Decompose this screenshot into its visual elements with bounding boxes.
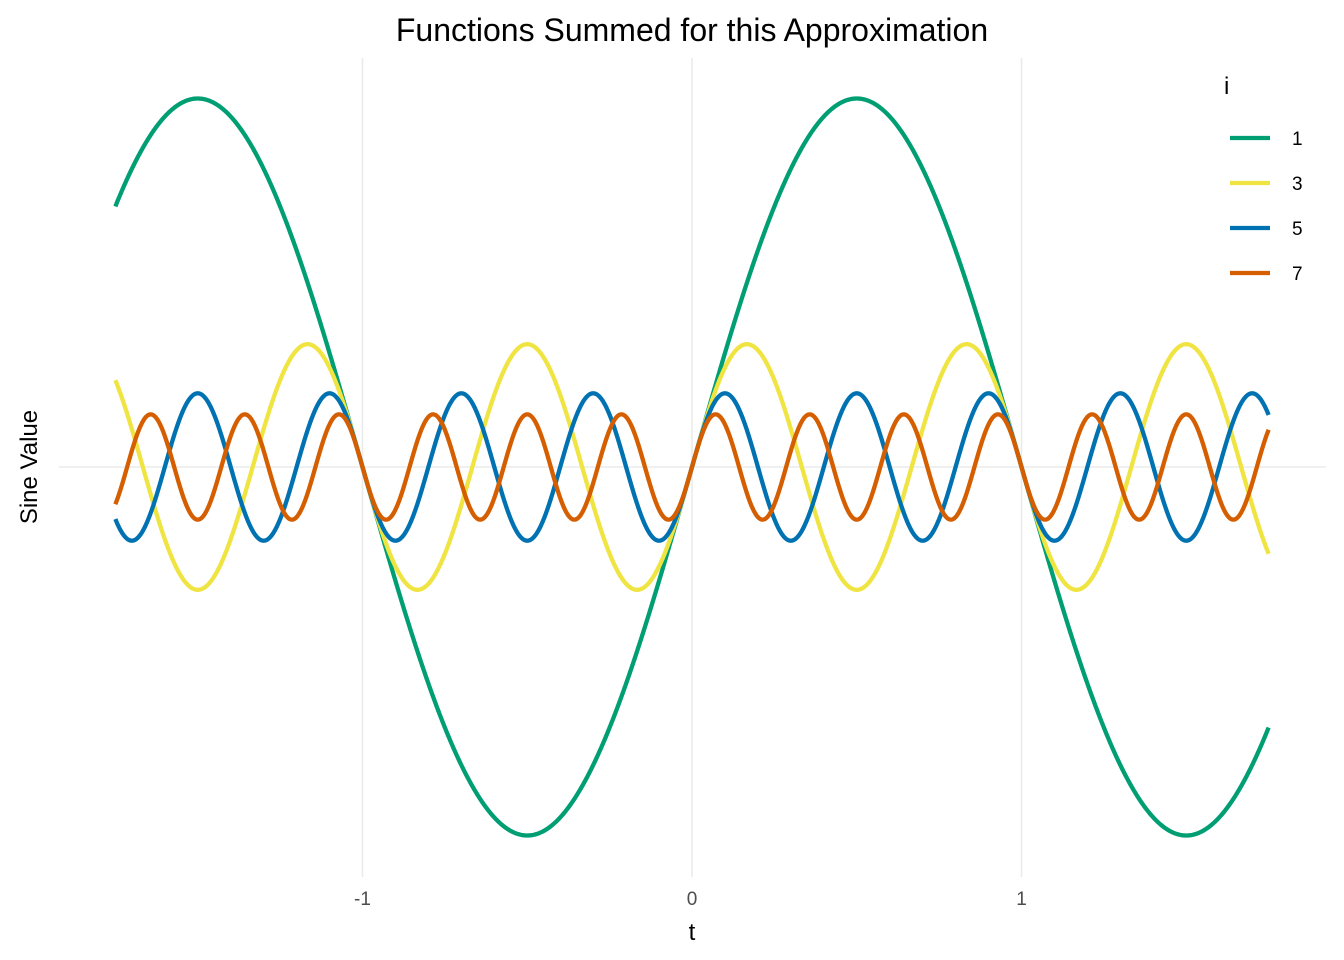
plot-area	[59, 58, 1326, 877]
legend-item-3: 3	[1230, 174, 1303, 195]
legend: i 1 3 5 7	[1224, 73, 1303, 285]
legend-item-5: 5	[1230, 219, 1303, 240]
legend-label-1: 1	[1292, 129, 1303, 150]
chart-title: Functions Summed for this Approximation	[396, 12, 988, 48]
legend-label-3: 3	[1292, 174, 1303, 195]
legend-entries: 1 3 5 7	[1230, 129, 1303, 285]
x-tick-label: -1	[354, 889, 371, 910]
legend-label-5: 5	[1292, 219, 1303, 240]
x-tick-label: 0	[687, 889, 698, 910]
x-axis-ticks: -1 0 1	[354, 889, 1027, 910]
y-axis-title: Sine Value	[16, 410, 43, 524]
series-lines	[113, 96, 1271, 838]
x-tick-label: 1	[1016, 889, 1027, 910]
series-line-7	[113, 412, 1271, 522]
legend-item-7: 7	[1230, 264, 1303, 285]
legend-item-1: 1	[1230, 129, 1303, 150]
legend-title: i	[1224, 73, 1229, 100]
legend-label-7: 7	[1292, 264, 1303, 285]
x-axis-title: t	[689, 919, 696, 946]
